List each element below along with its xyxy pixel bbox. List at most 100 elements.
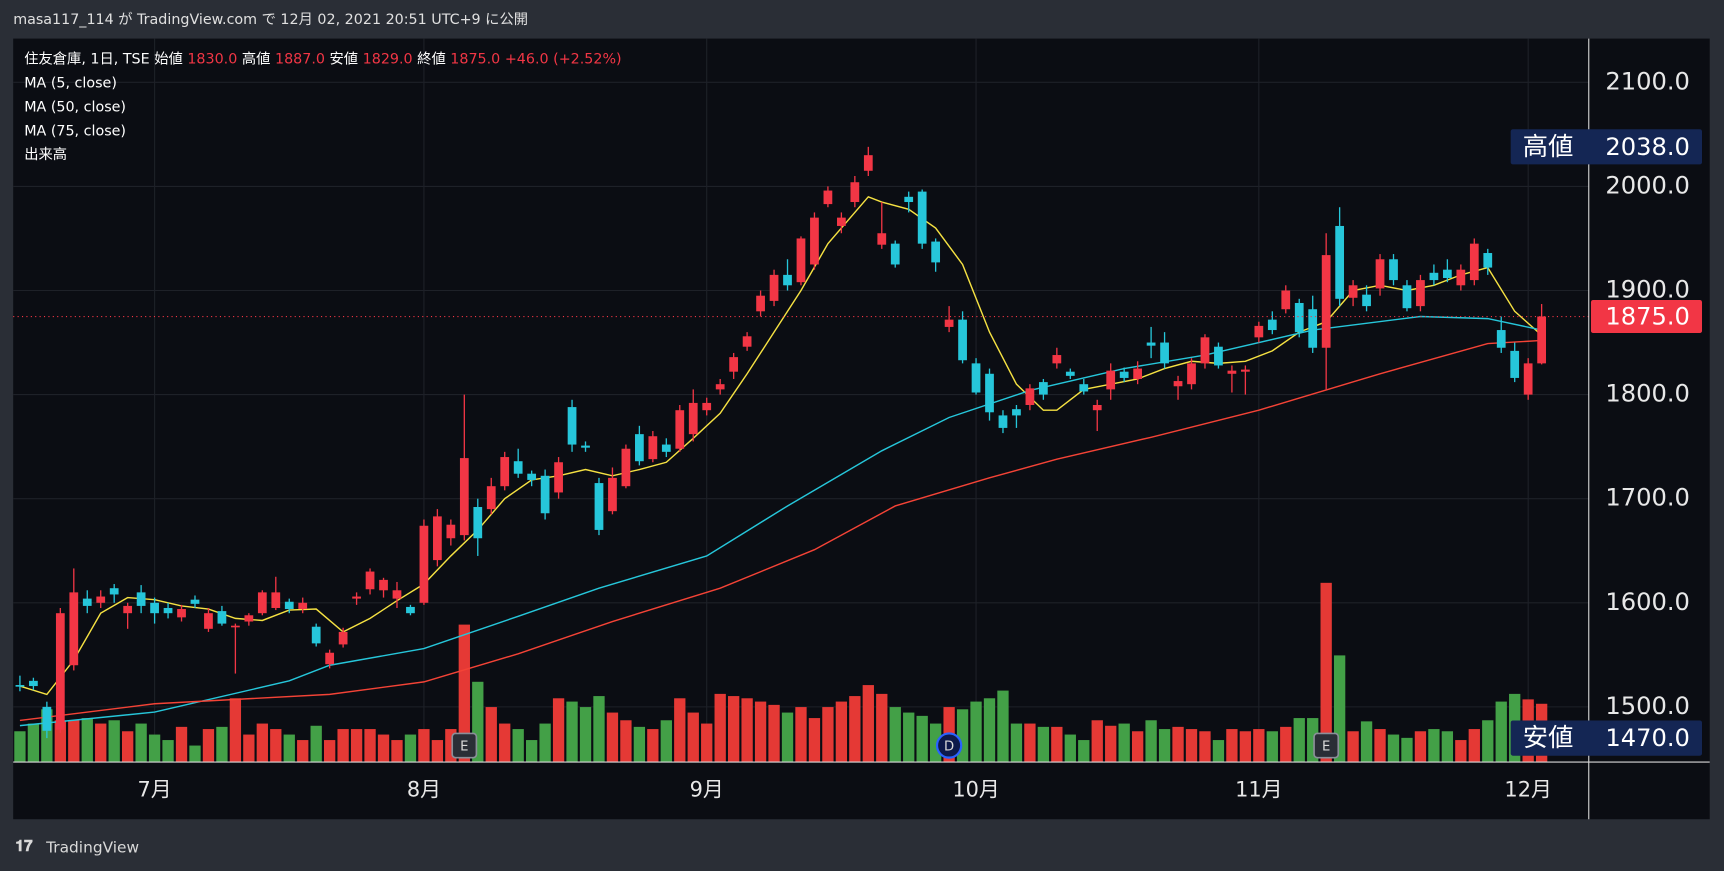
volume-bar [54,720,66,763]
volume-bar [1037,726,1050,763]
volume-bar [701,723,713,763]
footer: TradingView [45,838,139,856]
candle-body [177,609,186,618]
price-badge-title: 安値 [1523,723,1574,752]
candle-body [998,415,1008,428]
candle-body [917,191,927,244]
candle-body [365,571,375,590]
candle-body [1496,330,1506,348]
volume-bar [633,726,646,763]
volume-bar [1212,740,1225,763]
volume-bar [404,734,417,763]
volume-bar [889,707,901,763]
volume-bar [876,693,888,763]
volume-bar [1226,729,1238,763]
candle-body [500,457,510,487]
candle-body [190,599,200,604]
volume-bar [1360,721,1373,763]
indicator-label: 出来高 [24,146,67,163]
volume-bar [1239,731,1252,763]
candle-body [446,524,456,539]
legend-value: 1830.0 [187,51,237,67]
volume-bar [754,701,767,763]
candle-body [1214,346,1223,366]
volume-bar [1414,731,1427,763]
volume-bar [781,712,794,763]
volume-bar [1401,737,1413,763]
y-tick-label: 1900.0 [1605,275,1690,303]
volume-bar [418,729,430,763]
candle-body [1038,382,1048,395]
candle-body [1160,342,1169,364]
candle-body [419,525,429,603]
volume-bar [674,698,686,763]
volume-bar [1064,734,1076,763]
candle-body [648,436,658,460]
candle-body [1416,280,1425,307]
volume-bar [135,723,147,763]
candle-body [392,590,402,599]
legend-key: 高値 [242,50,271,67]
volume-bar [1428,729,1440,763]
legend-symbol: 住友倉庫, 1日, TSE [24,50,149,67]
volume-bar [916,715,928,763]
candle-body [433,516,442,561]
candle-body [1456,269,1466,286]
volume-bar [1468,729,1480,763]
candle-body [594,483,604,530]
indicator-label: MA (50, close) [24,100,126,116]
event-marker [451,732,478,759]
volume-bar [795,707,807,763]
price-badge [1510,129,1703,165]
volume-bar [95,723,107,763]
volume-bar [579,707,592,763]
volume-bar [485,707,497,763]
event-label: E [1322,740,1330,755]
volume-bar [1482,720,1494,763]
candle-body [1173,381,1183,387]
candle-body [311,626,321,644]
volume-bar [525,740,538,763]
volume-bar [1158,729,1171,763]
price-badge-title: 高値 [1523,132,1574,161]
candle-body [136,592,146,606]
candle-body [1092,405,1102,411]
volume-bar [189,745,201,763]
candle-body [904,196,914,203]
volume-bar [14,731,26,763]
event-label: D [944,740,954,755]
candle-body [123,605,133,614]
volume-bar [997,690,1009,763]
candle-body [1133,368,1143,379]
volume-bar [256,723,268,763]
candle-body [1267,319,1277,331]
volume-bar [27,723,40,763]
candle-body [863,155,873,171]
price-badge-value: 1470.0 [1605,724,1690,752]
volume-bar [122,731,134,763]
volume-bar [310,725,322,763]
volume-bar [148,734,161,763]
legend-line: 住友倉庫, 1日, TSE 始値 1830.0 高値 1887.0 安値 182… [24,50,621,67]
y-tick-label: 1600.0 [1605,588,1690,616]
volume-bar [1078,740,1090,763]
candle-body [42,706,52,731]
volume-bar [983,698,996,763]
candle-body [1335,225,1345,299]
legend-value: 1829.0 [363,51,413,67]
candle-body [1200,337,1210,364]
legend-key: 終値 [417,50,446,67]
candle-body [352,596,361,599]
legend-key: 始値 [154,50,183,67]
candle-body [1012,409,1021,416]
volume-bar [458,624,470,763]
volume-bar [1333,655,1346,763]
volume-bar [903,712,915,763]
candle-body [971,363,981,393]
x-tick-label: 11月 [1235,778,1282,802]
volume-bar [202,729,215,763]
volume-bar [970,701,982,763]
volume-bar [350,729,363,763]
price-badge-value: 2038.0 [1605,133,1690,161]
